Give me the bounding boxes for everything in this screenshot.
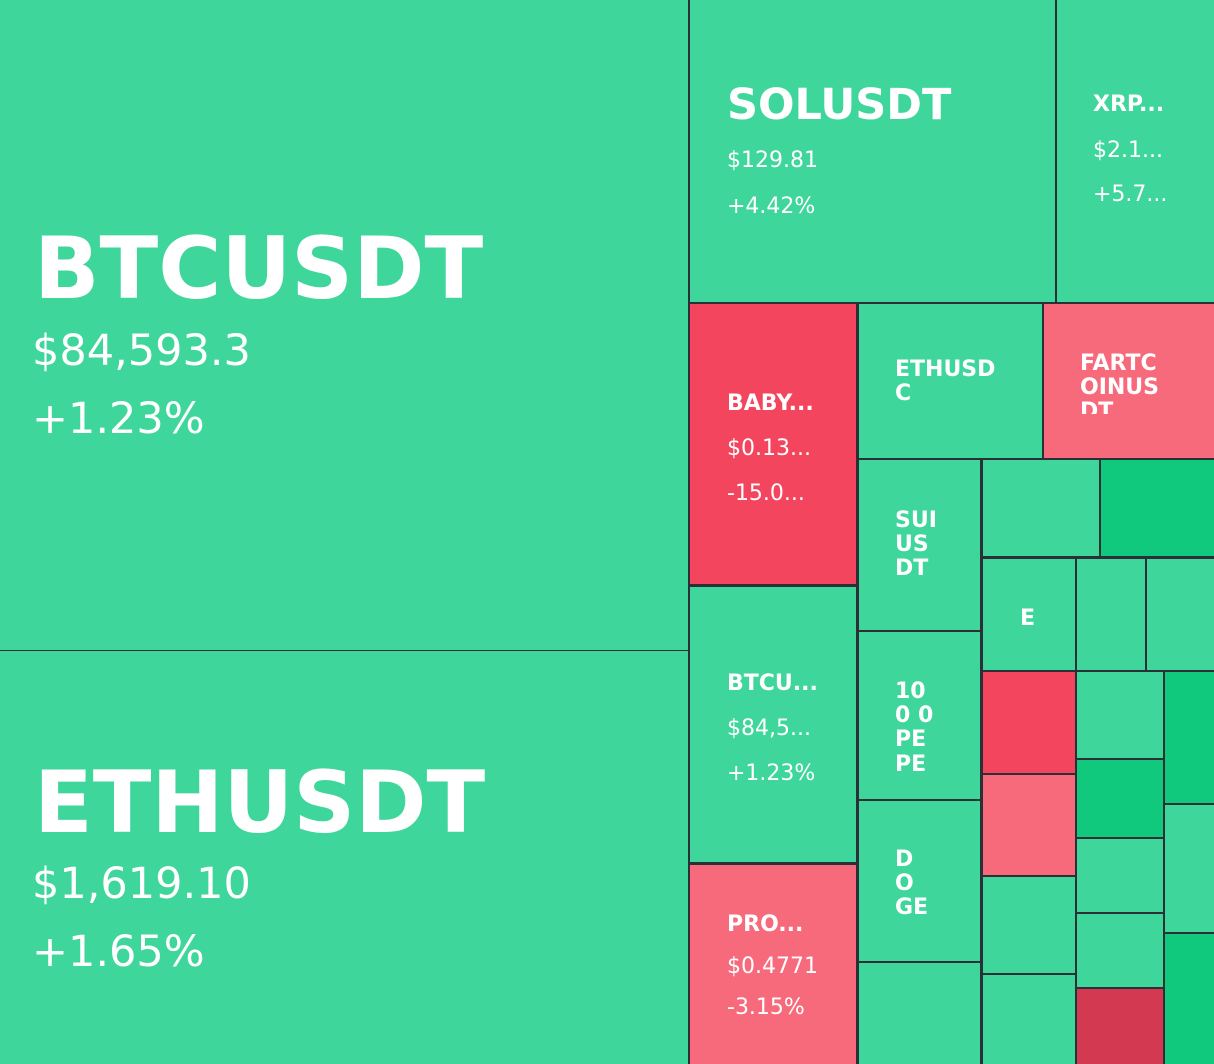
tile-symbol: PRO... — [727, 912, 804, 937]
tile-e[interactable]: E — [983, 559, 1075, 670]
tile-price: $129.81 — [727, 148, 818, 173]
tile-symbol: SUI US DT — [895, 508, 937, 582]
tile-symbol: DO GE US — [895, 848, 929, 918]
tile-small[interactable] — [983, 877, 1075, 973]
tile-babyusdt[interactable]: BABY... $0.13... -15.0... — [690, 304, 856, 584]
tile-solusdt[interactable]: SOLUSDT $129.81 +4.42% — [690, 0, 1055, 302]
tile-price: $84,5... — [727, 716, 811, 741]
tile-price: $2.1... — [1093, 138, 1163, 163]
tile-xrpusdt[interactable]: XRP... $2.1... +5.7... — [1057, 0, 1214, 302]
tile-small[interactable] — [983, 775, 1075, 875]
tile-small[interactable] — [1165, 805, 1214, 932]
tile-change: +1.23% — [727, 761, 816, 786]
tile-small[interactable] — [1165, 672, 1214, 803]
tile-price: $1,619.10 — [32, 859, 251, 909]
tile-ethusdt[interactable]: ETHUSDT $1,619.10 +1.65% — [0, 651, 688, 1064]
tile-small[interactable] — [983, 672, 1075, 773]
tile-suiusdt[interactable]: SUI US DT — [859, 460, 980, 630]
tile-change: +1.65% — [32, 927, 205, 977]
tile-symbol: 100 0PE PE — [895, 679, 934, 777]
tile-symbol: BABY... — [727, 391, 814, 416]
tile-symbol: ETHUSDT — [34, 753, 486, 853]
tile-btcusdt-perp[interactable]: BTCU... $84,5... +1.23% — [690, 587, 856, 862]
tile-symbol: FARTC OINUS DT — [1080, 352, 1160, 414]
tile-change: +1.23% — [32, 394, 205, 444]
tile-small[interactable] — [1077, 839, 1163, 912]
tile-price: $0.13... — [727, 436, 811, 461]
tile-small[interactable] — [1147, 559, 1214, 670]
tile-1000pepeusdt[interactable]: 100 0PE PE — [859, 632, 980, 799]
tile-change: -15.0... — [727, 481, 805, 506]
tile-ethusdc[interactable]: ETHUSD C — [859, 304, 1042, 458]
tile-change: -3.15% — [727, 995, 805, 1020]
tile-small[interactable] — [1077, 989, 1163, 1064]
tile-small[interactable] — [1101, 460, 1214, 556]
tile-small[interactable] — [1165, 934, 1214, 1064]
tile-small[interactable] — [1077, 760, 1163, 837]
tile-small[interactable] — [983, 460, 1099, 556]
tile-price: $0.4771 — [727, 954, 818, 979]
tile-symbol: BTCUSDT — [34, 219, 484, 319]
tile-prousdt[interactable]: PRO... $0.4771 -3.15% — [690, 865, 856, 1064]
tile-symbol: E — [1020, 606, 1036, 631]
tile-price: $84,593.3 — [32, 326, 251, 376]
tile-fartcoinusdt[interactable]: FARTC OINUS DT — [1044, 304, 1214, 458]
tile-symbol: BTCU... — [727, 671, 818, 696]
tile-small[interactable] — [1077, 559, 1145, 670]
tile-symbol: ETHUSD C — [895, 357, 996, 407]
tile-small[interactable] — [1077, 914, 1163, 987]
tile-symbol: XRP... — [1093, 92, 1165, 117]
tile-btcusdt[interactable]: BTCUSDT $84,593.3 +1.23% — [0, 0, 688, 650]
tile-change: +5.7... — [1093, 182, 1168, 207]
tile-small[interactable] — [859, 963, 980, 1064]
tile-symbol: SOLUSDT — [727, 80, 952, 130]
tile-dogeusdt[interactable]: DO GE US — [859, 801, 980, 961]
tile-small[interactable] — [1077, 672, 1163, 758]
tile-small[interactable] — [983, 975, 1075, 1064]
tile-change: +4.42% — [727, 194, 816, 219]
